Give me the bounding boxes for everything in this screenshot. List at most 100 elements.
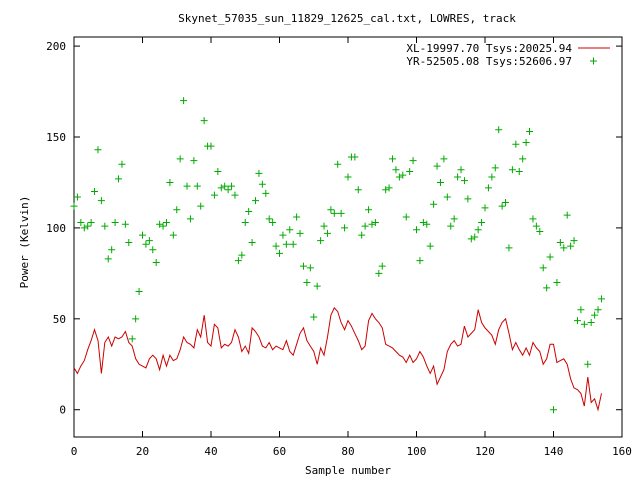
data-point-yr <box>265 215 273 223</box>
data-point-yr <box>306 264 314 272</box>
data-point-yr <box>532 222 540 230</box>
data-point-yr <box>454 173 462 181</box>
data-point-yr <box>464 195 472 203</box>
data-point-yr <box>385 184 393 192</box>
data-point-yr <box>121 220 129 228</box>
data-point-yr <box>228 182 236 190</box>
data-point-yr <box>484 184 492 192</box>
data-point-yr <box>563 211 571 219</box>
data-point-yr <box>419 218 427 226</box>
data-point-yr <box>536 228 544 236</box>
series-line-xl <box>73 307 602 412</box>
data-point-yr <box>176 155 184 163</box>
data-point-yr <box>508 166 516 174</box>
data-point-yr <box>392 166 400 174</box>
data-point-yr <box>389 155 397 163</box>
y-tick-label: 50 <box>53 313 66 326</box>
x-tick-label: 0 <box>71 445 78 458</box>
data-point-yr <box>317 237 325 245</box>
data-point-yr <box>169 231 177 239</box>
y-axis-label: Power (Kelvin) <box>18 196 31 289</box>
y-axis: 0 50 100 150 200 <box>46 40 622 417</box>
data-point-yr <box>87 218 95 226</box>
data-point-yr <box>245 208 253 216</box>
data-point-yr <box>358 231 366 239</box>
data-point-yr <box>573 317 581 325</box>
data-point-yr <box>214 168 222 176</box>
y-tick-label: 100 <box>46 222 66 235</box>
data-point-yr <box>460 177 468 185</box>
data-point-yr <box>341 224 349 232</box>
data-point-yr <box>299 262 307 270</box>
data-point-yr <box>519 155 527 163</box>
data-point-yr <box>111 218 119 226</box>
data-point-yr <box>183 182 191 190</box>
x-tick-label: 160 <box>612 445 632 458</box>
data-point-yr <box>570 237 578 245</box>
series-layer <box>70 97 605 414</box>
data-point-yr <box>587 318 595 326</box>
data-point-yr <box>234 257 242 265</box>
data-point-yr <box>142 240 150 248</box>
data-point-yr <box>145 237 153 245</box>
data-point-yr <box>423 220 431 228</box>
data-point-yr <box>135 288 143 296</box>
data-point-yr <box>430 200 438 208</box>
data-point-yr <box>488 173 496 181</box>
x-tick-label: 60 <box>273 445 286 458</box>
data-point-yr <box>567 242 575 250</box>
data-point-yr <box>238 251 246 259</box>
data-point-yr <box>77 218 85 226</box>
data-point-yr <box>539 264 547 272</box>
data-point-yr <box>371 218 379 226</box>
data-point-yr <box>118 160 126 168</box>
data-point-yr <box>269 218 277 226</box>
data-point-yr <box>197 202 205 210</box>
data-point-yr <box>210 191 218 199</box>
data-point-yr <box>481 204 489 212</box>
data-point-yr <box>279 231 287 239</box>
data-point-yr <box>91 188 99 196</box>
data-point-yr <box>375 269 383 277</box>
data-point-yr <box>560 244 568 252</box>
data-point-yr <box>395 173 403 181</box>
data-point-yr <box>580 320 588 328</box>
data-point-yr <box>526 128 534 136</box>
data-point-yr <box>498 202 506 210</box>
data-point-yr <box>505 244 513 252</box>
data-point-yr <box>73 193 81 201</box>
data-point-yr <box>241 218 249 226</box>
data-point-yr <box>272 242 280 250</box>
data-point-yr <box>416 257 424 265</box>
data-point-yr <box>577 306 585 314</box>
data-point-yr <box>529 215 537 223</box>
data-point-yr <box>156 220 164 228</box>
data-point-yr <box>104 255 112 263</box>
data-point-yr <box>296 229 304 237</box>
data-point-yr <box>443 193 451 201</box>
data-point-yr <box>337 209 345 217</box>
data-point-yr <box>221 182 229 190</box>
data-point-yr <box>502 198 510 206</box>
data-point-yr <box>491 164 499 172</box>
data-point-yr <box>467 235 475 243</box>
data-point-yr <box>584 360 592 368</box>
data-point-yr <box>591 311 599 319</box>
data-point-yr <box>180 97 188 105</box>
x-tick-label: 20 <box>136 445 149 458</box>
data-point-yr <box>132 315 140 323</box>
data-point-yr <box>231 191 239 199</box>
data-point-yr <box>310 313 318 321</box>
data-point-yr <box>334 160 342 168</box>
data-point-yr <box>255 169 263 177</box>
data-point-yr <box>190 157 198 165</box>
data-point-yr <box>436 178 444 186</box>
data-point-yr <box>361 222 369 230</box>
data-point-yr <box>378 262 386 270</box>
data-point-yr <box>207 142 215 150</box>
data-point-yr <box>450 215 458 223</box>
plot-frame <box>73 36 623 438</box>
data-point-yr <box>351 153 359 161</box>
data-point-yr <box>80 224 88 232</box>
